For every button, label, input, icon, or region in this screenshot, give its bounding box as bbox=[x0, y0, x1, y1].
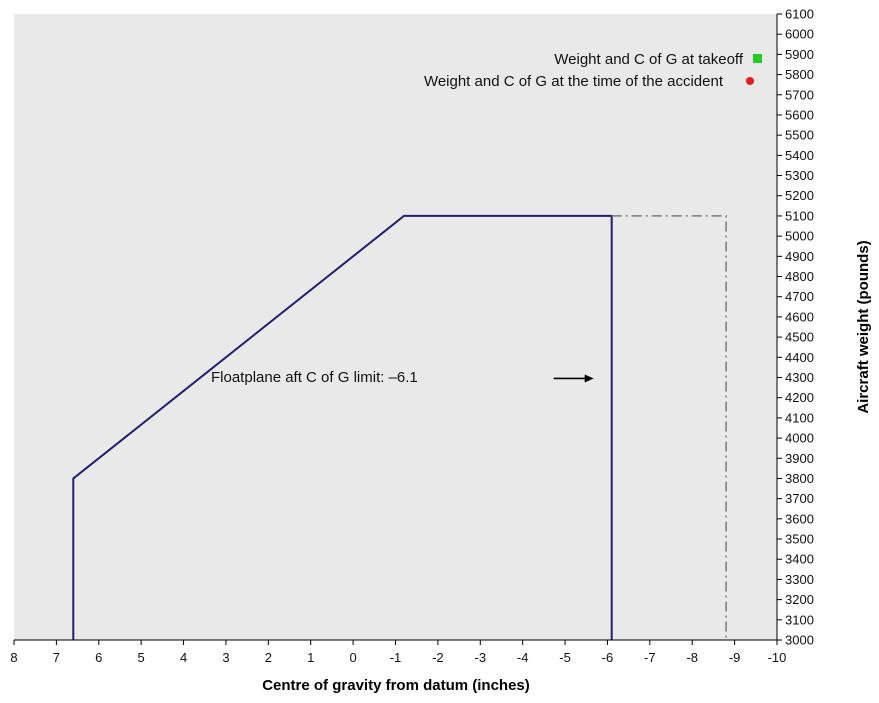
x-tick-label-13: -5 bbox=[559, 650, 571, 665]
marks-layer bbox=[72, 214, 727, 640]
cg-envelope-line bbox=[72, 214, 613, 640]
aft-cg-limit-annotation: Floatplane aft C of G limit: –6.1 bbox=[211, 369, 418, 386]
x-tick-label-10: -2 bbox=[432, 650, 444, 665]
y-tick-label-28: 5800 bbox=[785, 67, 814, 82]
x-tick-label-7: 1 bbox=[307, 650, 314, 665]
y-tick-label-16: 4600 bbox=[785, 309, 814, 324]
y-tick-label-30: 6000 bbox=[785, 27, 814, 42]
x-tick-label-12: -4 bbox=[517, 650, 529, 665]
y-tick-label-31: 6100 bbox=[785, 7, 814, 22]
y-tick-label-20: 5000 bbox=[785, 229, 814, 244]
y-tick-label-10: 4000 bbox=[785, 431, 814, 446]
x-tick-label-8: 0 bbox=[349, 650, 356, 665]
legend-marker-takeoff bbox=[753, 54, 762, 63]
y-tick-label-19: 4900 bbox=[785, 249, 814, 264]
plot-area bbox=[14, 14, 777, 640]
x-tick-label-4: 4 bbox=[180, 650, 187, 665]
y-tick-label-5: 3500 bbox=[785, 532, 814, 547]
y-tick-label-0: 3000 bbox=[785, 633, 814, 648]
x-tick-label-1: 7 bbox=[53, 650, 60, 665]
x-axis-title: Centre of gravity from datum (inches) bbox=[262, 677, 530, 694]
x-tick-label-3: 5 bbox=[138, 650, 145, 665]
y-tick-label-12: 4200 bbox=[785, 390, 814, 405]
y-tick-label-21: 5100 bbox=[785, 208, 814, 223]
y-tick-label-23: 5300 bbox=[785, 168, 814, 183]
y-tick-label-24: 5400 bbox=[785, 148, 814, 163]
x-tick-label-16: -8 bbox=[686, 650, 698, 665]
y-ticks: 3000 3100 3200 3300 3400 3500 3600 3700 3800 3900… bbox=[777, 7, 814, 648]
extended-envelope-line bbox=[611, 215, 727, 640]
y-tick-label-2: 3200 bbox=[785, 592, 814, 607]
y-tick-label-27: 5700 bbox=[785, 87, 814, 102]
x-tick-label-18: -10 bbox=[768, 650, 787, 665]
y-tick-label-13: 4300 bbox=[785, 370, 814, 385]
legend-label-accident: Weight and C of G at the time of the acc… bbox=[424, 73, 724, 90]
legend-marker-accident bbox=[746, 77, 754, 85]
y-tick-label-6: 3600 bbox=[785, 511, 814, 526]
x-tick-label-15: -7 bbox=[644, 650, 656, 665]
y-tick-label-25: 5500 bbox=[785, 128, 814, 143]
x-tick-label-2: 6 bbox=[95, 650, 102, 665]
x-tick-label-6: 2 bbox=[265, 650, 272, 665]
y-tick-label-22: 5200 bbox=[785, 188, 814, 203]
y-tick-label-4: 3400 bbox=[785, 552, 814, 567]
legend: Weight and C of G at takeoff Weight and … bbox=[424, 51, 762, 90]
y-tick-label-26: 5600 bbox=[785, 107, 814, 122]
annotation-arrow bbox=[553, 374, 594, 383]
y-tick-label-9: 3900 bbox=[785, 451, 814, 466]
x-tick-label-14: -6 bbox=[602, 650, 614, 665]
y-tick-label-29: 5900 bbox=[785, 47, 814, 62]
y-tick-label-17: 4700 bbox=[785, 289, 814, 304]
x-tick-label-17: -9 bbox=[729, 650, 741, 665]
y-tick-label-7: 3700 bbox=[785, 491, 814, 506]
legend-label-takeoff: Weight and C of G at takeoff bbox=[554, 51, 744, 68]
x-tick-label-9: -1 bbox=[390, 650, 402, 665]
x-tick-label-0: 8 bbox=[10, 650, 17, 665]
y-tick-label-14: 4400 bbox=[785, 350, 814, 365]
y-tick-label-15: 4500 bbox=[785, 330, 814, 345]
y-tick-label-3: 3300 bbox=[785, 572, 814, 587]
y-axis-title: Aircraft weight (pounds) bbox=[855, 240, 872, 413]
arrow-head bbox=[584, 374, 594, 383]
x-tick-label-5: 3 bbox=[222, 650, 229, 665]
y-tick-label-11: 4100 bbox=[785, 410, 814, 425]
x-ticks: 8 7 6 5 4 3 2 1 0 -1 -2 -3 -4 -5 -6 -7 -8 -9 -10 bbox=[10, 640, 786, 665]
y-tick-label-18: 4800 bbox=[785, 269, 814, 284]
x-tick-label-11: -3 bbox=[474, 650, 486, 665]
y-tick-label-8: 3800 bbox=[785, 471, 814, 486]
y-tick-label-1: 3100 bbox=[785, 612, 814, 627]
